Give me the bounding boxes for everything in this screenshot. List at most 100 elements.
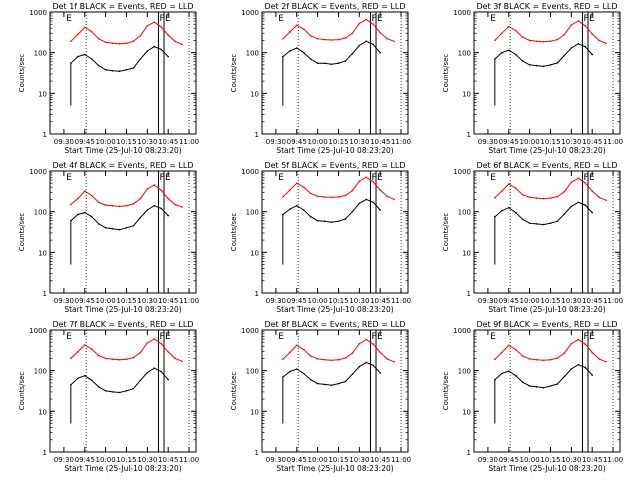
data-point-events: [296, 47, 298, 49]
x-axis-label: Start Time (25-Jul-10 08:23:20): [488, 305, 605, 314]
data-point-lld: [139, 197, 142, 200]
x-tick-label: 09:45: [287, 456, 307, 464]
data-point-lld: [605, 42, 607, 45]
marker-label-e: E: [66, 332, 72, 342]
data-point-events: [167, 55, 169, 58]
data-point-events: [501, 372, 503, 375]
x-tick-label: 10:30: [137, 456, 157, 464]
data-point-lld: [337, 359, 340, 361]
plot-frame: [49, 11, 197, 135]
marker-label-f: F: [583, 14, 588, 24]
data-point-events: [118, 70, 121, 72]
y-tick-label: 100: [246, 209, 259, 217]
data-point-lld: [146, 24, 149, 27]
data-point-lld: [577, 338, 580, 341]
y-tick-label: 100: [458, 209, 471, 217]
data-point-events: [97, 223, 100, 225]
x-axis-label: Start Time (25-Jul-10 08:23:20): [276, 146, 393, 155]
x-tick-label: 09:30: [478, 456, 498, 464]
data-point-lld: [494, 358, 496, 361]
data-point-events: [97, 64, 100, 67]
data-point-lld: [282, 37, 284, 40]
data-point-events: [591, 374, 593, 376]
x-tick-label: 09:30: [54, 138, 74, 146]
data-point-lld: [125, 204, 128, 207]
data-point-events: [146, 371, 149, 374]
data-point-events: [289, 50, 291, 52]
marker-label-e: E: [165, 173, 171, 183]
data-point-lld: [77, 197, 79, 200]
x-axis-label: Start Time (25-Jul-10 08:23:20): [488, 464, 605, 473]
x-tick-label: 10:00: [96, 138, 116, 146]
x-tick-label: 10:15: [116, 456, 136, 464]
x-tick-label: 10:15: [540, 297, 560, 305]
data-point-events: [302, 372, 305, 375]
data-point-lld: [174, 357, 176, 360]
data-point-lld: [90, 30, 93, 33]
panel-title: Det 8f BLACK = Events, RED = LLD: [264, 320, 405, 329]
data-point-events: [132, 225, 135, 227]
data-point-events: [309, 58, 312, 60]
y-axis-label: Counts/sec: [442, 372, 450, 411]
x-tick-label: 10:30: [349, 297, 369, 305]
data-point-lld: [160, 189, 162, 191]
data-point-events: [132, 387, 135, 390]
data-point-events: [535, 386, 538, 388]
marker-label-f: F: [583, 332, 588, 342]
y-tick-label: 1: [255, 449, 259, 457]
data-point-lld: [282, 358, 284, 361]
data-point-lld: [501, 190, 503, 192]
data-point-events: [351, 210, 354, 213]
data-point-lld: [501, 351, 503, 354]
marker-label-e: E: [589, 173, 595, 183]
data-point-lld: [104, 41, 107, 44]
data-point-events: [296, 204, 298, 207]
y-axis-label: Counts/sec: [18, 372, 26, 411]
data-point-lld: [153, 338, 156, 340]
data-point-lld: [302, 186, 305, 188]
data-point-events: [556, 62, 559, 64]
x-tick-label: 11:00: [603, 297, 623, 305]
data-point-events: [330, 63, 333, 65]
data-point-events: [351, 373, 354, 376]
panel-det-5: Det 5f BLACK = Events, RED = LLD 1 10 100 10…: [230, 161, 411, 314]
y-tick-label: 10: [462, 90, 471, 98]
y-tick-label: 1: [467, 290, 471, 298]
data-point-lld: [160, 342, 162, 345]
data-point-lld: [90, 348, 93, 350]
x-tick-label: 10:30: [137, 297, 157, 305]
data-point-lld: [125, 358, 128, 361]
data-point-lld: [351, 32, 354, 35]
x-tick-label: 09:30: [266, 138, 286, 146]
data-point-events: [542, 223, 545, 226]
data-point-lld: [146, 342, 149, 344]
data-point-lld: [330, 196, 333, 199]
data-point-lld: [605, 361, 607, 363]
data-point-lld: [598, 196, 600, 199]
data-point-lld: [351, 189, 354, 192]
marker-label-e: E: [278, 173, 284, 183]
x-tick-label: 11:00: [179, 297, 199, 305]
marker-label-e: E: [278, 14, 284, 24]
data-point-lld: [289, 189, 291, 191]
data-point-lld: [379, 31, 382, 34]
data-point-events: [160, 207, 162, 210]
x-tick-label: 10:15: [540, 456, 560, 464]
data-point-lld: [393, 40, 395, 43]
x-tick-label: 10:45: [158, 456, 178, 464]
data-point-lld: [577, 177, 580, 180]
data-point-lld: [323, 38, 326, 41]
panel-det-2: Det 2f BLACK = Events, RED = LLD 1 10 100 10…: [230, 2, 411, 155]
data-point-lld: [584, 343, 586, 345]
x-tick-label: 11:00: [391, 456, 411, 464]
data-point-lld: [386, 37, 388, 40]
panel-title: Det 1f BLACK = Events, RED = LLD: [52, 2, 193, 11]
marker-label-e: E: [66, 173, 72, 183]
series-line-events: [282, 361, 381, 386]
data-point-lld: [323, 196, 326, 198]
y-tick-label: 10: [462, 249, 471, 257]
y-tick-label: 1000: [453, 9, 471, 17]
data-point-lld: [289, 31, 291, 33]
data-point-lld: [309, 35, 312, 37]
data-point-lld: [514, 29, 517, 32]
